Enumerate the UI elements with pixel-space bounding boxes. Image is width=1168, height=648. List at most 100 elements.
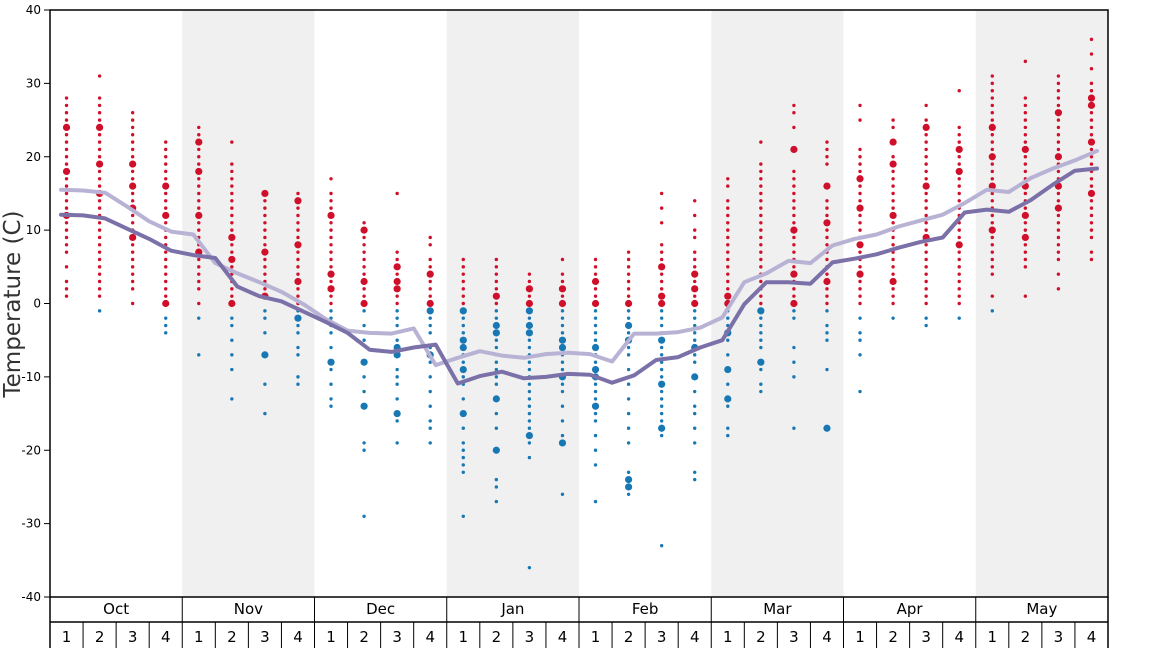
temperature-dot [263, 235, 267, 240]
temperature-dot [329, 367, 333, 372]
frequent-temperature-dot [327, 285, 335, 293]
temperature-dot [726, 426, 730, 430]
frequent-temperature-dot [889, 277, 897, 286]
temperature-dot [759, 199, 763, 203]
temperature-dot [527, 419, 532, 423]
temperature-dot [858, 265, 862, 269]
temperature-dot [626, 441, 631, 445]
temperature-dot [263, 257, 267, 262]
temperature-dot [825, 140, 829, 144]
temperature-dot [759, 367, 763, 372]
temperature-dot [693, 338, 697, 342]
frequent-temperature-dot [261, 248, 269, 256]
temperature-dot [726, 228, 730, 232]
temperature-dot [130, 169, 135, 174]
temperature-dot [957, 162, 961, 166]
temperature-dot [792, 294, 796, 298]
temperature-dot [1023, 265, 1028, 269]
temperature-dot [230, 294, 234, 298]
temperature-dot [659, 279, 664, 284]
temperature-dot [296, 206, 300, 210]
temperature-dot [97, 140, 102, 144]
temperature-dot [164, 147, 168, 152]
temperature-dot [659, 191, 664, 196]
temperature-dot [990, 162, 994, 166]
temperature-dot [395, 375, 399, 379]
temperature-dot [1023, 191, 1028, 196]
temperature-dot [296, 272, 300, 276]
temperature-dot [97, 103, 102, 108]
temperature-dot [263, 411, 267, 416]
week-label: 3 [921, 628, 931, 646]
temperature-dot [362, 441, 366, 445]
temperature-dot [858, 147, 862, 152]
temperature-dot [461, 331, 465, 335]
temperature-dot [1023, 243, 1028, 247]
temperature-dot [693, 411, 697, 416]
temperature-dot [1089, 184, 1094, 188]
temperature-dot [659, 404, 664, 408]
week-label: 3 [525, 628, 535, 646]
temperature-dot [97, 221, 102, 225]
temperature-dot [1089, 257, 1094, 262]
temperature-dot [461, 257, 465, 262]
temperature-dot [759, 265, 763, 269]
temperature-dot [527, 426, 532, 430]
temperature-dot [1089, 67, 1094, 71]
temperature-dot [97, 169, 102, 174]
temperature-dot [461, 265, 465, 269]
month-label-dec: Dec [366, 600, 395, 618]
temperature-dot [461, 455, 465, 460]
temperature-dot [395, 382, 399, 386]
week-label: 1 [591, 628, 601, 646]
temperature-dot [97, 155, 102, 159]
temperature-dot [726, 404, 730, 408]
temperature-dot [626, 382, 631, 386]
temperature-dot [990, 89, 994, 93]
temperature-dot [329, 404, 333, 408]
temperature-dot [1089, 125, 1094, 130]
frequent-temperature-dot [525, 307, 534, 315]
temperature-dot [296, 228, 300, 232]
temperature-dot [230, 162, 234, 166]
frequent-temperature-dot [790, 145, 798, 154]
temperature-dot [990, 309, 994, 313]
temperature-dot [230, 397, 234, 401]
temperature-dot [164, 169, 168, 174]
temperature-dot [130, 177, 135, 181]
temperature-dot [428, 360, 432, 364]
temperature-dot [395, 272, 399, 276]
temperature-dot [230, 140, 234, 144]
frequent-temperature-dot [95, 160, 104, 168]
temperature-dot [1089, 221, 1094, 225]
temperature-dot [957, 287, 961, 291]
temperature-dot [924, 118, 928, 122]
temperature-dot [891, 257, 895, 262]
frequent-temperature-dot [228, 255, 236, 264]
temperature-dot [560, 419, 565, 423]
temperature-dot [1023, 59, 1028, 64]
frequent-temperature-dot [591, 299, 600, 308]
month-band-jan [446, 10, 579, 597]
temperature-dot [693, 331, 697, 335]
temperature-dot [924, 177, 928, 181]
temperature-dot [164, 206, 168, 210]
frequent-temperature-dot [129, 160, 137, 168]
temperature-dot [626, 426, 631, 430]
temperature-dot [296, 257, 300, 262]
temperature-dot [164, 294, 168, 298]
temperature-dot [1089, 206, 1094, 210]
temperature-dot [858, 331, 862, 335]
temperature-dot [197, 353, 201, 357]
temperature-dot [395, 250, 399, 254]
temperature-dot [296, 213, 300, 218]
temperature-dot [329, 316, 333, 320]
temperature-dot [97, 133, 102, 137]
temperature-dot [263, 331, 267, 335]
temperature-dot [858, 279, 862, 284]
week-label: 1 [194, 628, 204, 646]
temperature-dot [990, 81, 994, 86]
temperature-dot [759, 382, 763, 386]
temperature-dot [263, 206, 267, 210]
temperature-dot [792, 235, 796, 240]
